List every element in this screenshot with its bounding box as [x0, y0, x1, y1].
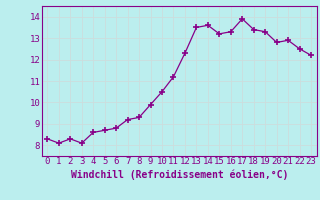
X-axis label: Windchill (Refroidissement éolien,°C): Windchill (Refroidissement éolien,°C)	[70, 169, 288, 180]
